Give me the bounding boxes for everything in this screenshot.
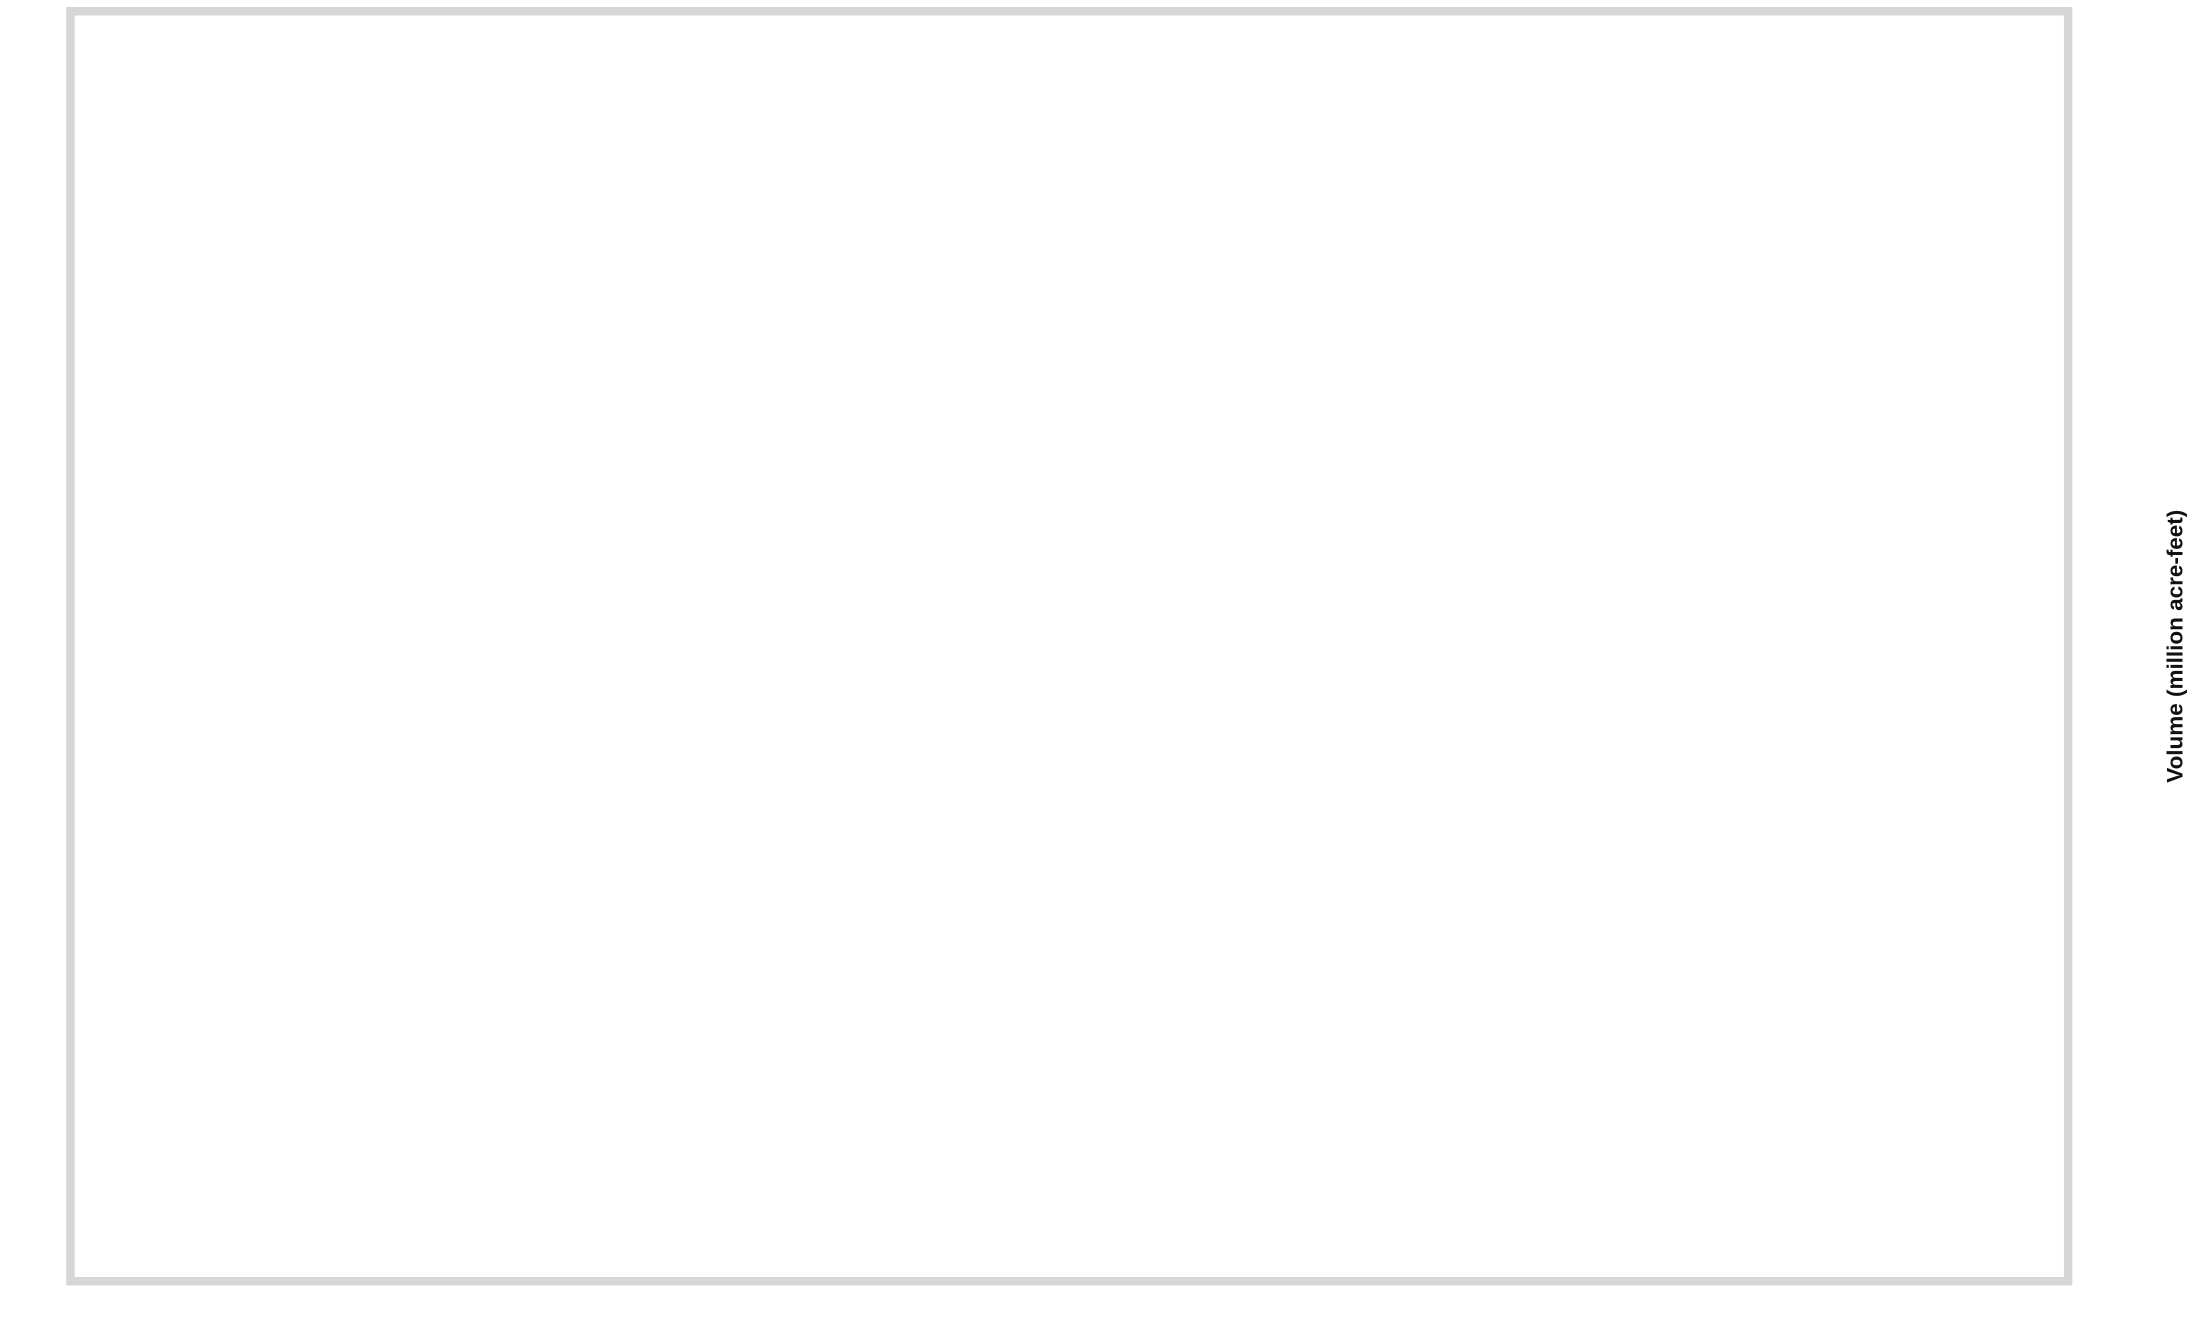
plot-frame <box>66 7 2073 1286</box>
background <box>5 0 2201 1329</box>
y-axis-label: Volume (million acre-feet) <box>2162 510 2187 783</box>
